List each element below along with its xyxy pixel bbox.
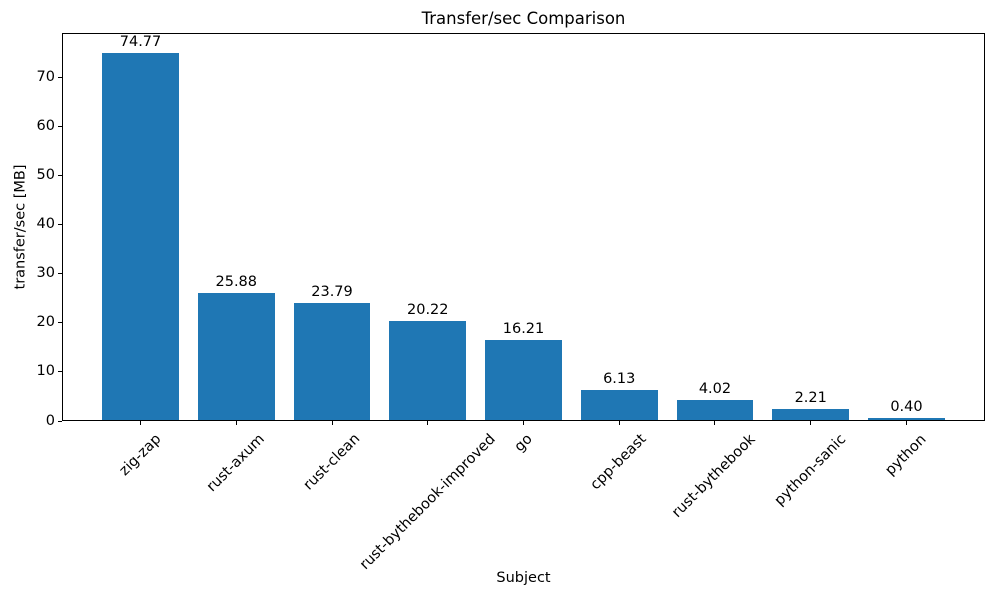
x-tick-label: go bbox=[511, 430, 536, 456]
x-tick-label: rust-axum bbox=[204, 430, 269, 495]
bar-value-label: 25.88 bbox=[215, 273, 258, 290]
x-tick-label: rust-bythebook bbox=[669, 431, 760, 521]
x-tick-mark bbox=[427, 421, 429, 425]
bar-value-label: 16.21 bbox=[502, 321, 545, 338]
y-tick-mark bbox=[58, 420, 62, 422]
bar-python-sanic bbox=[772, 409, 850, 420]
chart-title: Transfer/sec Comparison bbox=[421, 9, 626, 28]
x-tick-mark bbox=[714, 421, 716, 425]
bar-rust-clean bbox=[293, 303, 371, 420]
y-tick-label: 0 bbox=[45, 412, 55, 429]
y-tick-label: 70 bbox=[36, 68, 55, 85]
y-tick-label: 20 bbox=[36, 314, 55, 331]
x-tick-mark bbox=[618, 421, 620, 425]
x-tick-label: zig-zap bbox=[116, 431, 165, 480]
y-tick-mark bbox=[58, 273, 62, 275]
y-tick-mark bbox=[58, 224, 62, 226]
bar-value-label: 74.77 bbox=[119, 33, 162, 50]
bar-cpp-beast bbox=[580, 389, 658, 420]
y-tick-label: 40 bbox=[36, 216, 55, 233]
x-tick-label: python-sanic bbox=[771, 431, 849, 509]
x-axis-label: Subject bbox=[496, 570, 551, 586]
y-tick-mark bbox=[58, 76, 62, 78]
x-tick-mark bbox=[810, 421, 812, 425]
y-tick-mark bbox=[58, 322, 62, 324]
x-tick-label: cpp-beast bbox=[587, 431, 650, 494]
bar-value-label: 0.40 bbox=[890, 399, 923, 416]
bar-rust-bythebook-improved bbox=[389, 320, 467, 420]
bar-zig-zap bbox=[102, 52, 179, 420]
y-tick-mark bbox=[58, 125, 62, 127]
y-tick-label: 50 bbox=[36, 166, 55, 183]
bar-python bbox=[868, 418, 945, 420]
x-tick-mark bbox=[905, 421, 907, 425]
y-tick-label: 10 bbox=[36, 363, 55, 380]
x-tick-mark bbox=[140, 421, 141, 425]
x-tick-mark bbox=[523, 421, 524, 425]
bar-value-label: 2.21 bbox=[794, 390, 827, 407]
bar-go bbox=[485, 340, 562, 420]
y-tick-label: 60 bbox=[36, 117, 55, 134]
bar-value-label: 6.13 bbox=[603, 370, 636, 387]
x-tick-label: python bbox=[882, 431, 930, 479]
bar-rust-axum bbox=[197, 292, 275, 420]
plot-area bbox=[62, 33, 985, 421]
bar-value-label: 23.79 bbox=[311, 284, 353, 301]
x-tick-label: rust-bythebook-improved bbox=[356, 430, 499, 573]
bar-value-label: 20.22 bbox=[406, 301, 449, 318]
x-tick-label: rust-clean bbox=[300, 431, 363, 494]
y-tick-label: 30 bbox=[36, 265, 55, 282]
bar-value-label: 4.02 bbox=[698, 381, 732, 398]
x-tick-mark bbox=[235, 421, 237, 425]
bar-rust-bythebook bbox=[676, 400, 754, 420]
x-tick-mark bbox=[331, 421, 333, 425]
y-tick-mark bbox=[58, 371, 62, 373]
y-tick-mark bbox=[58, 174, 62, 176]
